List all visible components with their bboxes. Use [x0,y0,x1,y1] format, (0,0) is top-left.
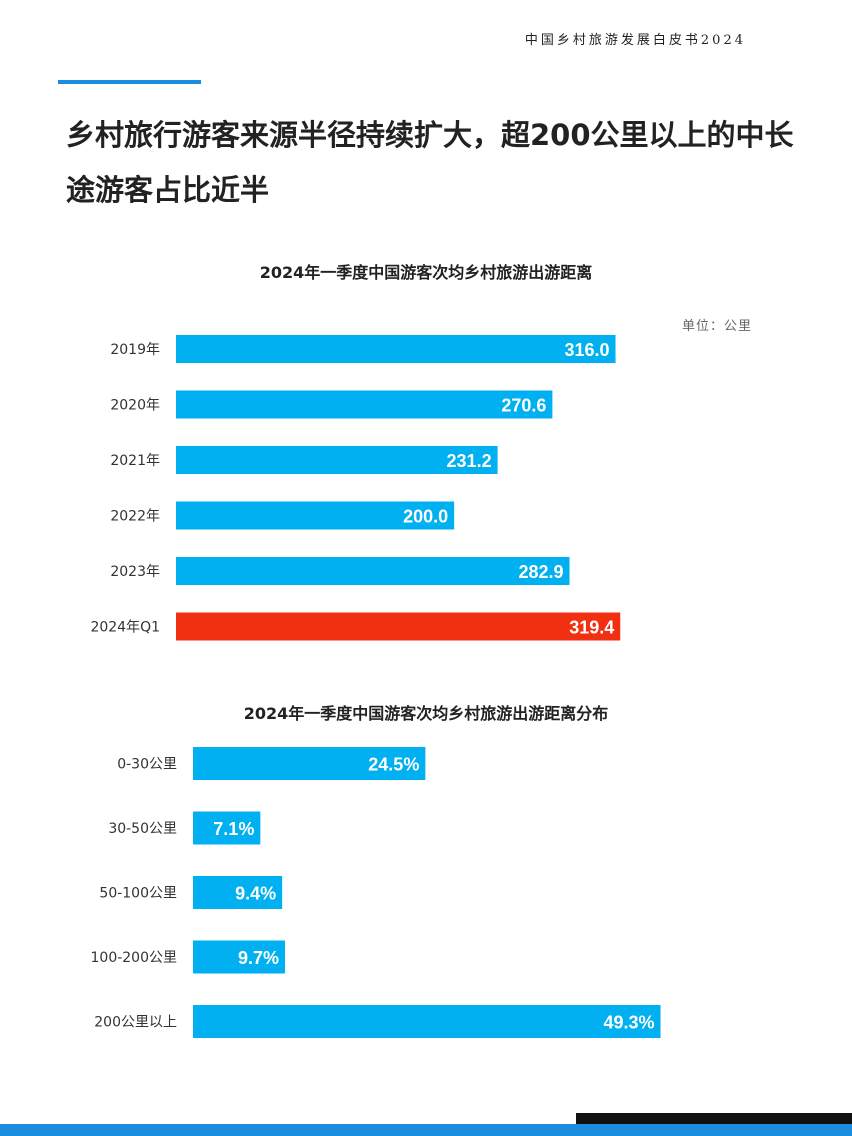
data-label: 270.6 [501,396,546,416]
report-title: 中国乡村旅游发展白皮书2024 [524,33,746,48]
bar [176,501,455,530]
category-label: 100-200公里 [91,950,178,966]
category-label: 2022年 [110,509,160,525]
accent-line [58,80,201,84]
footer-bar-blue [0,1124,852,1136]
category-label: 30-50公里 [108,821,177,837]
chart1-unit-label: 单位：公里 [681,319,752,334]
category-label: 2021年 [110,453,160,469]
data-label: 9.4% [235,884,276,904]
bar [193,876,283,909]
category-label: 0-30公里 [117,757,177,773]
category-label: 2020年 [110,398,160,414]
bar [176,446,498,474]
chart1-title: 2024年一季度中国游客次均乡村旅游出游距离 [259,263,593,282]
data-label: 9.7% [238,948,279,968]
distance-distribution-bar-chart: 0-30公里 24.5% 30-50公里 7.1% 50-100公里 9.4% 100-20… [91,747,661,1038]
bar [176,557,570,585]
category-label: 50-100公里 [99,886,177,902]
data-label: 282.9 [518,562,563,582]
data-label: 49.3% [603,1013,654,1033]
category-label: 2023年 [110,564,160,580]
category-label: 200公里以上 [94,1015,177,1031]
data-label: 231.2 [447,451,492,471]
bar [176,612,621,641]
bar [193,1005,661,1038]
bar [193,940,285,974]
data-label: 7.1% [213,819,254,839]
bar [193,811,261,845]
chart2-title: 2024年一季度中国游客次均乡村旅游出游距离分布 [243,704,609,723]
distance-bar-chart: 2019年 316.0 2020年 270.6 2021年 231.2 2022年 200.0… [90,335,621,641]
bar [176,335,616,363]
bar [193,747,426,780]
headline: 乡村旅行游客来源半径持续扩大，超200公里以上的中长途游客占比近半 [66,118,794,207]
data-label: 24.5% [368,755,419,775]
data-label: 319.4 [569,618,614,638]
bar [176,390,553,419]
category-label: 2024年Q1 [90,620,160,636]
category-label: 2019年 [110,342,160,358]
footer-bar-black [576,1113,852,1124]
data-label: 200.0 [403,507,448,527]
data-label: 316.0 [564,340,609,360]
